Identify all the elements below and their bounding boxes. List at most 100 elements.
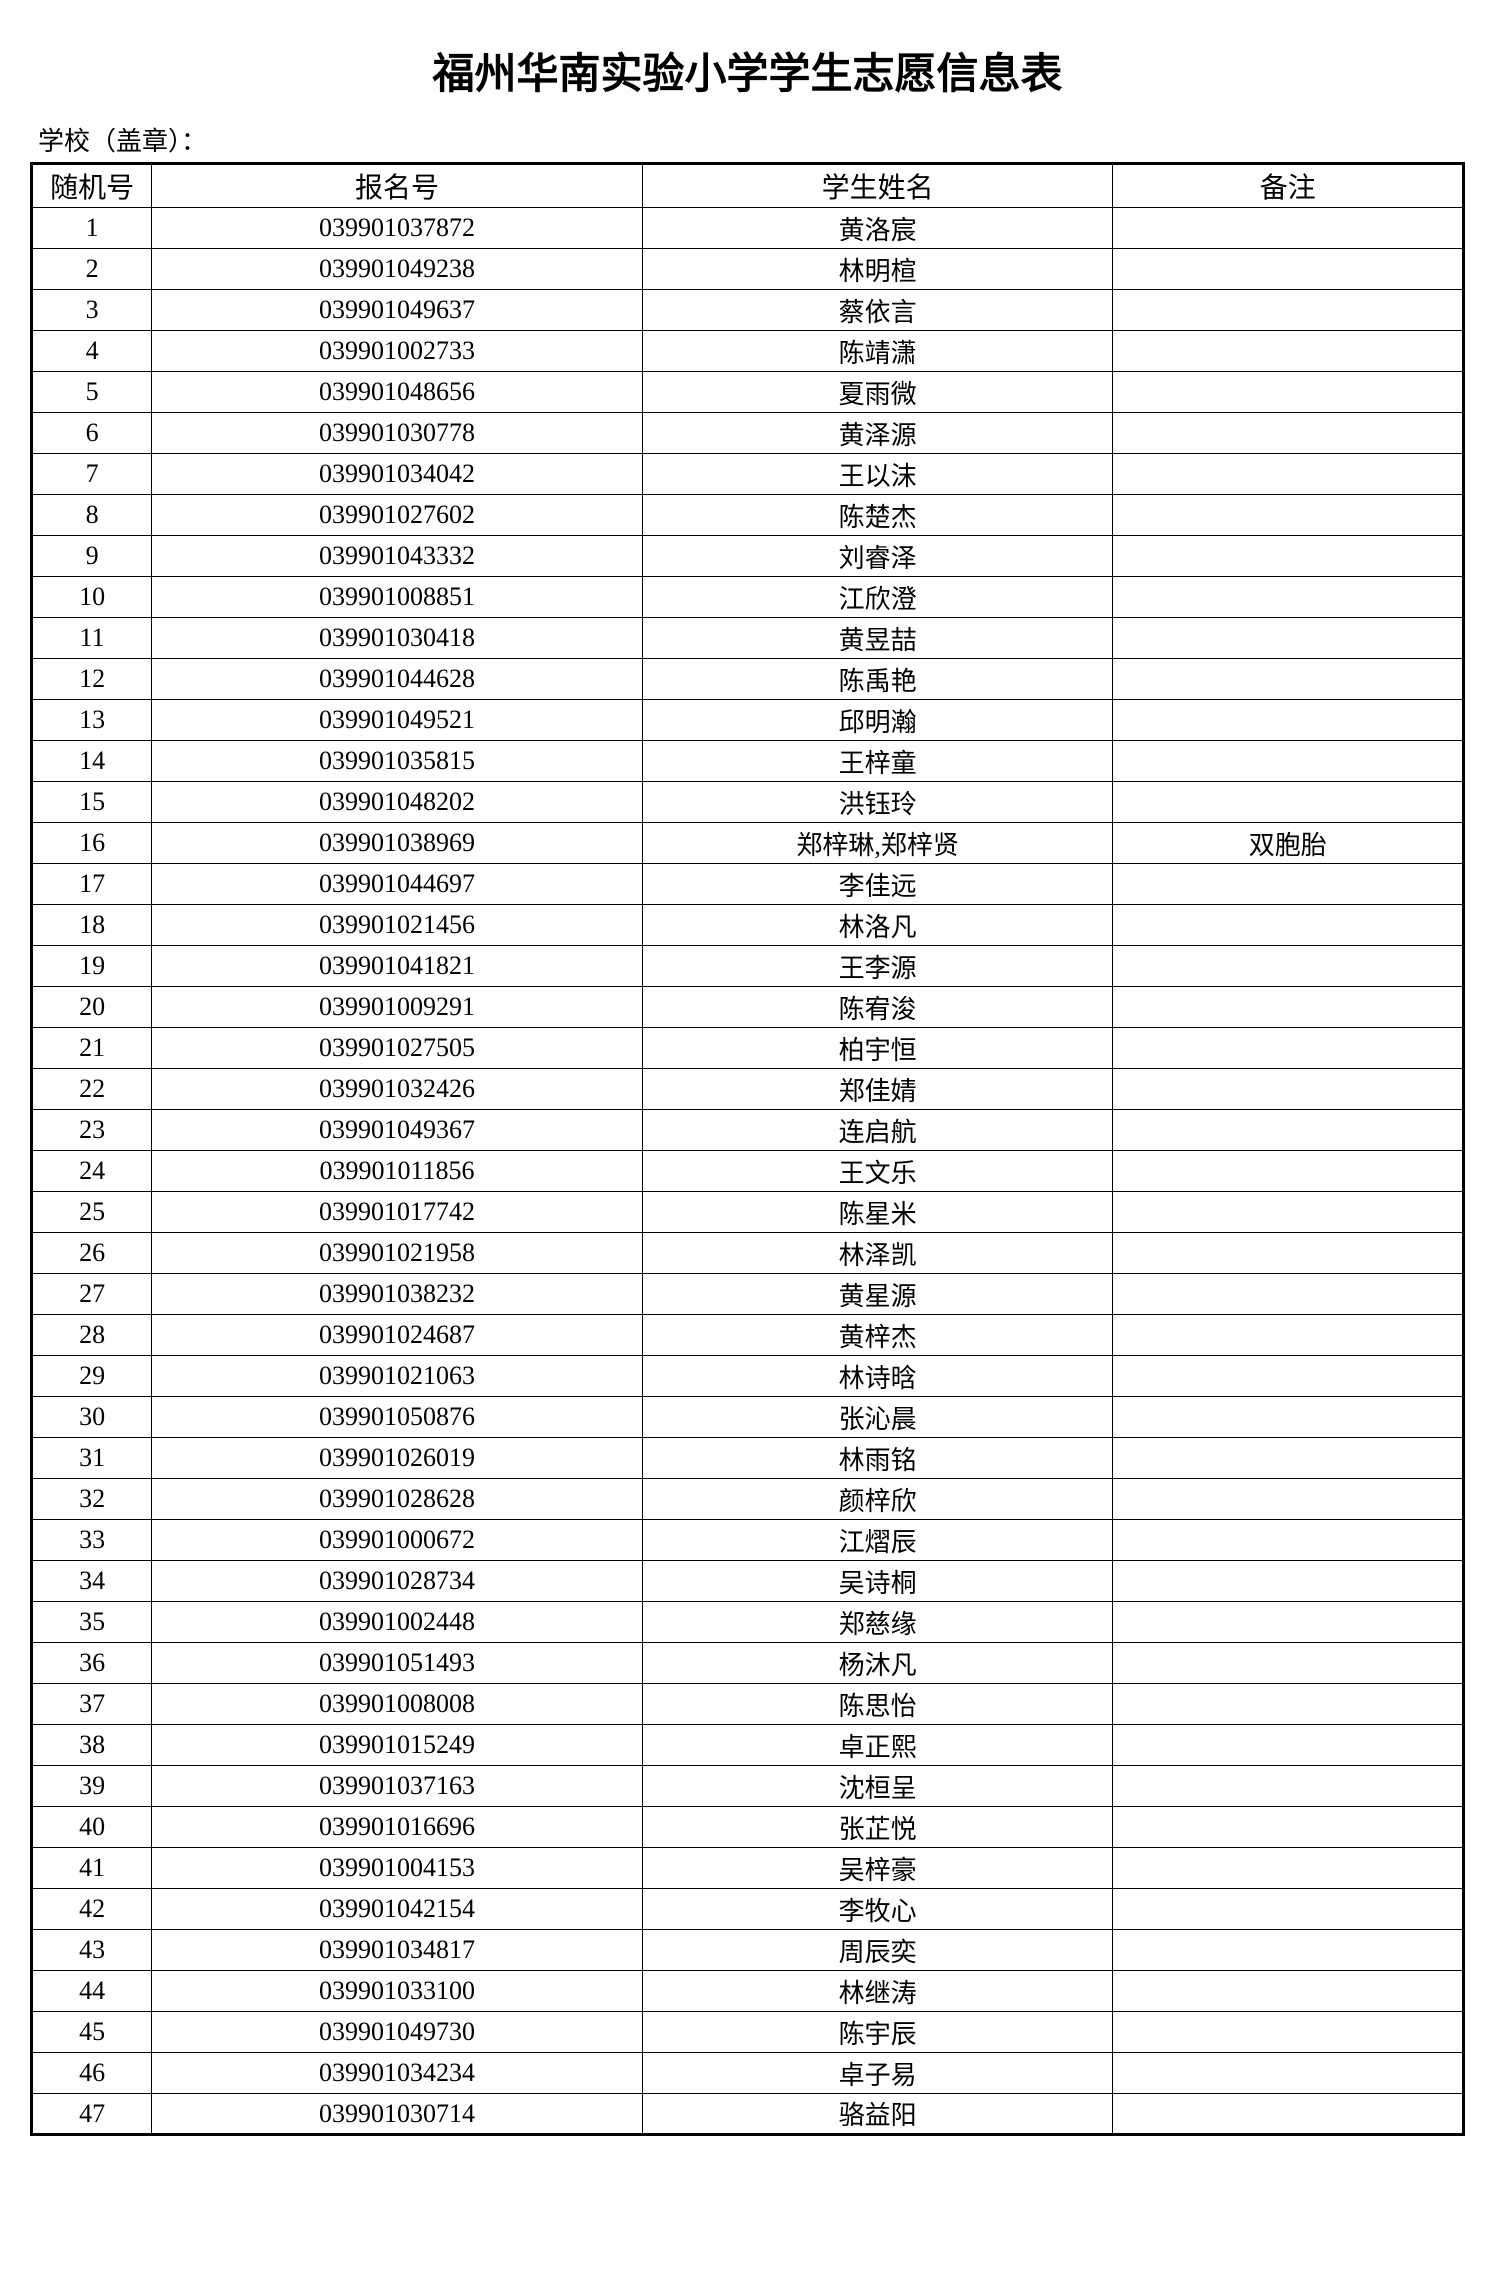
cell-random-number: 46 [32,2053,152,2094]
table-row: 33039901000672江熠辰 [32,1520,1464,1561]
cell-random-number: 6 [32,413,152,454]
cell-remark [1113,946,1464,987]
cell-student-name: 吴梓豪 [642,1848,1113,1889]
table-row: 22039901032426郑佳婧 [32,1069,1464,1110]
cell-random-number: 47 [32,2094,152,2135]
cell-remark [1113,1930,1464,1971]
cell-remark [1113,1315,1464,1356]
table-row: 21039901027505柏宇恒 [32,1028,1464,1069]
cell-random-number: 22 [32,1069,152,1110]
cell-registration-number: 039901004153 [152,1848,643,1889]
cell-registration-number: 039901030714 [152,2094,643,2135]
cell-random-number: 7 [32,454,152,495]
cell-random-number: 26 [32,1233,152,1274]
cell-random-number: 15 [32,782,152,823]
cell-remark [1113,700,1464,741]
table-row: 34039901028734吴诗桐 [32,1561,1464,1602]
cell-student-name: 陈宥浚 [642,987,1113,1028]
table-row: 16039901038969郑梓琳,郑梓贤双胞胎 [32,823,1464,864]
table-row: 26039901021958林泽凯 [32,1233,1464,1274]
cell-remark [1113,987,1464,1028]
cell-registration-number: 039901021456 [152,905,643,946]
cell-student-name: 王梓童 [642,741,1113,782]
cell-student-name: 颜梓欣 [642,1479,1113,1520]
cell-registration-number: 039901002448 [152,1602,643,1643]
table-row: 39039901037163沈桓呈 [32,1766,1464,1807]
cell-remark [1113,741,1464,782]
cell-remark [1113,1356,1464,1397]
cell-remark [1113,1192,1464,1233]
cell-random-number: 34 [32,1561,152,1602]
table-row: 27039901038232黄星源 [32,1274,1464,1315]
cell-registration-number: 039901009291 [152,987,643,1028]
cell-random-number: 45 [32,2012,152,2053]
cell-student-name: 陈思怡 [642,1684,1113,1725]
table-row: 40039901016696张芷悦 [32,1807,1464,1848]
table-row: 46039901034234卓子易 [32,2053,1464,2094]
table-row: 4039901002733陈靖潇 [32,331,1464,372]
cell-random-number: 33 [32,1520,152,1561]
cell-registration-number: 039901035815 [152,741,643,782]
table-row: 42039901042154李牧心 [32,1889,1464,1930]
cell-remark [1113,208,1464,249]
cell-random-number: 14 [32,741,152,782]
page-title: 福州华南实验小学学生志愿信息表 [30,40,1465,101]
cell-random-number: 8 [32,495,152,536]
cell-random-number: 2 [32,249,152,290]
table-row: 28039901024687黄梓杰 [32,1315,1464,1356]
cell-random-number: 41 [32,1848,152,1889]
cell-random-number: 31 [32,1438,152,1479]
cell-registration-number: 039901038969 [152,823,643,864]
cell-student-name: 黄梓杰 [642,1315,1113,1356]
cell-registration-number: 039901043332 [152,536,643,577]
cell-registration-number: 039901011856 [152,1151,643,1192]
cell-registration-number: 039901050876 [152,1397,643,1438]
table-row: 2039901049238林明楦 [32,249,1464,290]
cell-student-name: 林继涛 [642,1971,1113,2012]
cell-student-name: 夏雨微 [642,372,1113,413]
cell-registration-number: 039901044697 [152,864,643,905]
table-row: 3039901049637蔡依言 [32,290,1464,331]
cell-registration-number: 039901028734 [152,1561,643,1602]
cell-remark [1113,1233,1464,1274]
column-header-name: 学生姓名 [642,164,1113,208]
cell-remark [1113,1889,1464,1930]
cell-student-name: 刘睿泽 [642,536,1113,577]
cell-registration-number: 039901030418 [152,618,643,659]
cell-registration-number: 039901015249 [152,1725,643,1766]
cell-random-number: 30 [32,1397,152,1438]
table-row: 44039901033100林继涛 [32,1971,1464,2012]
table-row: 43039901034817周辰奕 [32,1930,1464,1971]
table-row: 8039901027602陈楚杰 [32,495,1464,536]
cell-remark [1113,290,1464,331]
cell-registration-number: 039901048202 [152,782,643,823]
cell-remark [1113,905,1464,946]
cell-remark [1113,1438,1464,1479]
cell-remark [1113,413,1464,454]
cell-remark [1113,249,1464,290]
cell-random-number: 40 [32,1807,152,1848]
cell-remark [1113,495,1464,536]
table-row: 18039901021456林洛凡 [32,905,1464,946]
cell-random-number: 21 [32,1028,152,1069]
table-row: 1039901037872黄洛宸 [32,208,1464,249]
table-row: 9039901043332刘睿泽 [32,536,1464,577]
table-row: 12039901044628陈禹艳 [32,659,1464,700]
cell-student-name: 江欣澄 [642,577,1113,618]
cell-random-number: 29 [32,1356,152,1397]
table-row: 32039901028628颜梓欣 [32,1479,1464,1520]
cell-student-name: 王李源 [642,946,1113,987]
cell-random-number: 28 [32,1315,152,1356]
cell-student-name: 张沁晨 [642,1397,1113,1438]
cell-student-name: 王以沫 [642,454,1113,495]
cell-remark [1113,1110,1464,1151]
cell-random-number: 38 [32,1725,152,1766]
table-row: 36039901051493杨沐凡 [32,1643,1464,1684]
cell-random-number: 9 [32,536,152,577]
cell-registration-number: 039901048656 [152,372,643,413]
cell-remark [1113,1766,1464,1807]
cell-remark [1113,1069,1464,1110]
cell-registration-number: 039901027602 [152,495,643,536]
cell-remark [1113,1397,1464,1438]
cell-remark [1113,331,1464,372]
